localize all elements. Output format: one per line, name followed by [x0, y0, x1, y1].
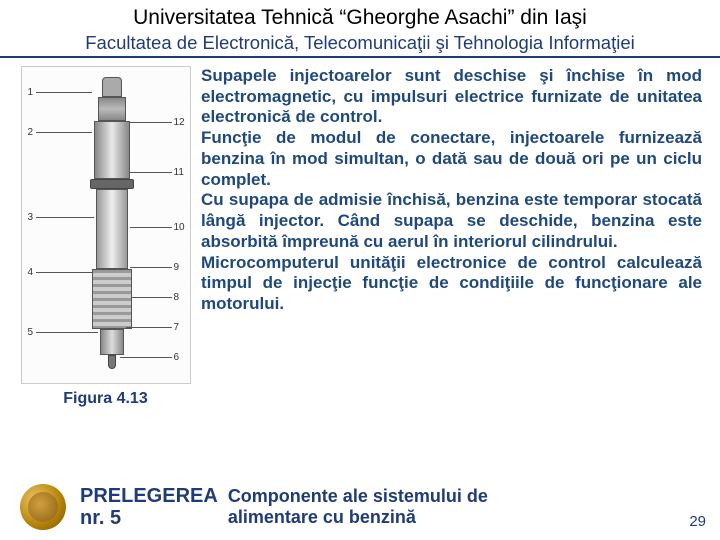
callout-7: 7: [174, 322, 180, 333]
university-title: Universitatea Tehnică “Gheorghe Asachi” …: [10, 6, 710, 30]
content-area: 1 2 3 4 5 12 11 10 9 8: [0, 58, 720, 408]
lecture-title-line1: Componente ale sistemului de: [228, 486, 488, 507]
lecture-title: Componente ale sistemului de alimentare …: [228, 486, 488, 527]
header: Universitatea Tehnică “Gheorghe Asachi” …: [0, 0, 720, 32]
faculty-subtitle: Facultatea de Electronică, Telecomunicaţ…: [0, 32, 720, 58]
figure-column: 1 2 3 4 5 12 11 10 9 8: [18, 66, 193, 408]
page-number: 29: [689, 513, 706, 530]
text-column: Supapele injectoarelor sunt deschise şi …: [201, 66, 702, 408]
callout-9: 9: [174, 262, 180, 273]
injector-diagram: 1 2 3 4 5 12 11 10 9 8: [21, 66, 191, 384]
callout-3: 3: [28, 212, 34, 223]
callout-8: 8: [174, 292, 180, 303]
injector-drawing: [94, 77, 130, 377]
lecture-label: PRELEGEREA nr. 5: [80, 485, 218, 529]
callout-10: 10: [174, 222, 185, 233]
lecture-number: nr. 5: [80, 507, 218, 529]
lecture-title-line2: alimentare cu benzină: [228, 507, 488, 528]
callout-5: 5: [28, 327, 34, 338]
callout-11: 11: [174, 167, 184, 178]
callout-2: 2: [28, 127, 34, 138]
callout-6: 6: [174, 352, 180, 363]
callout-4: 4: [28, 267, 34, 278]
footer: PRELEGEREA nr. 5 Componente ale sistemul…: [0, 484, 720, 530]
slide: Universitatea Tehnică “Gheorghe Asachi” …: [0, 0, 720, 540]
callout-12: 12: [174, 117, 185, 128]
medal-icon: [20, 484, 66, 530]
body-text: Supapele injectoarelor sunt deschise şi …: [201, 66, 702, 315]
callout-1: 1: [28, 87, 34, 98]
figure-caption: Figura 4.13: [63, 390, 147, 408]
lecture-word: PRELEGEREA: [80, 485, 218, 507]
